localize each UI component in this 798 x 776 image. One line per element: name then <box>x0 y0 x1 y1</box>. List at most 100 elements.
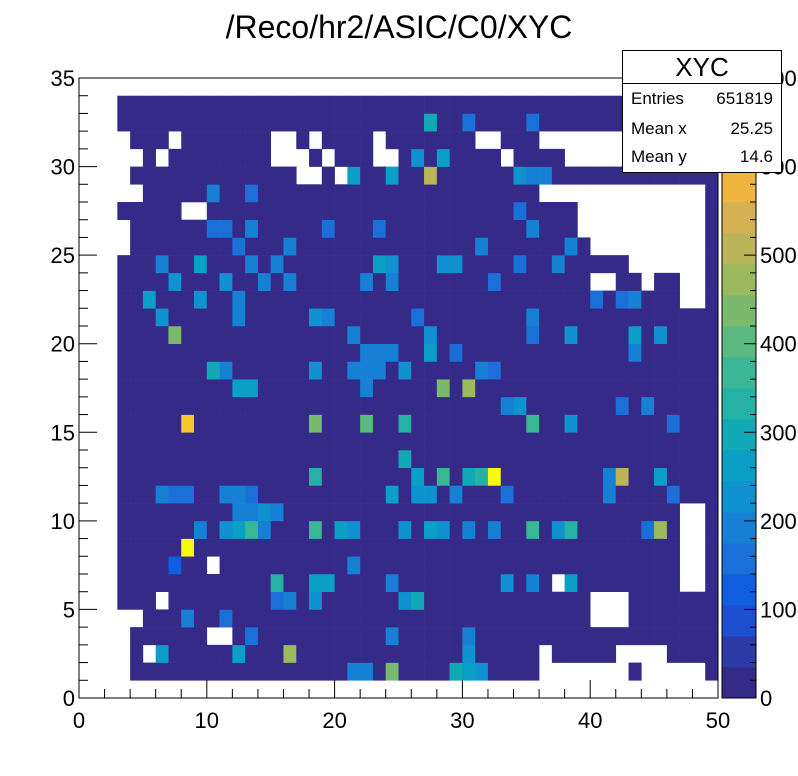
heatmap-cell <box>666 290 680 309</box>
heatmap-cell <box>117 326 131 345</box>
heatmap-cell <box>181 184 195 203</box>
heatmap-cell <box>257 148 271 167</box>
heatmap-cell <box>666 574 680 593</box>
heatmap-cell <box>398 290 412 309</box>
heatmap-cell <box>155 308 169 327</box>
heatmap-cell <box>513 467 527 486</box>
heatmap-cell <box>219 343 233 362</box>
heatmap-cell <box>500 308 514 327</box>
heatmap-cell <box>411 503 425 522</box>
heatmap-cell <box>321 467 335 486</box>
heatmap-cell <box>309 414 323 433</box>
heatmap-cell <box>424 414 438 433</box>
heatmap-cell <box>206 467 220 486</box>
heatmap-cell <box>551 485 565 504</box>
heatmap-cell <box>283 432 297 451</box>
heatmap-cell <box>206 166 220 185</box>
heatmap-cell <box>181 432 195 451</box>
heatmap-cell <box>155 343 169 362</box>
heatmap-cell <box>411 343 425 362</box>
heatmap-cell <box>679 379 693 398</box>
heatmap-cell <box>130 379 144 398</box>
heatmap-cell <box>219 538 233 557</box>
heatmap-cell <box>577 255 591 274</box>
heatmap-cell <box>117 450 131 469</box>
heatmap-cell <box>168 574 182 593</box>
heatmap-cell <box>436 627 450 646</box>
heatmap-cell <box>168 290 182 309</box>
heatmap-cell <box>117 113 131 132</box>
heatmap-cell <box>679 308 693 327</box>
heatmap-cell <box>564 414 578 433</box>
heatmap-cell <box>551 414 565 433</box>
x-tick-label: 10 <box>195 708 219 733</box>
heatmap-cell <box>232 467 246 486</box>
heatmap-cell <box>181 95 195 114</box>
heatmap-cell <box>513 308 527 327</box>
heatmap-cell <box>130 113 144 132</box>
heatmap-cell <box>436 556 450 575</box>
heatmap-cell <box>411 414 425 433</box>
heatmap-cell <box>257 414 271 433</box>
heatmap-cell <box>564 379 578 398</box>
heatmap-cell <box>641 414 655 433</box>
heatmap-cell <box>475 627 489 646</box>
heatmap-cell <box>666 326 680 345</box>
heatmap-cell <box>219 503 233 522</box>
heatmap-cell <box>462 503 476 522</box>
heatmap-cell <box>385 520 399 539</box>
heatmap-cell <box>692 609 706 628</box>
heatmap-cell <box>411 644 425 663</box>
heatmap-cell <box>142 148 156 167</box>
heatmap-cell <box>551 467 565 486</box>
heatmap-cell <box>168 272 182 291</box>
heatmap-cell <box>360 485 374 504</box>
heatmap-cell <box>539 627 553 646</box>
heatmap-cell <box>155 520 169 539</box>
heatmap-cell <box>462 556 476 575</box>
heatmap-cell <box>206 148 220 167</box>
heatmap-cell <box>117 290 131 309</box>
heatmap-cell <box>257 467 271 486</box>
heatmap-cell <box>181 308 195 327</box>
heatmap-cell <box>500 485 514 504</box>
x-tick-label: 20 <box>322 708 346 733</box>
heatmap-cell <box>615 538 629 557</box>
heatmap-cell <box>577 166 591 185</box>
heatmap-cell <box>551 148 565 167</box>
heatmap-cell <box>513 95 527 114</box>
heatmap-cell <box>513 450 527 469</box>
heatmap-cell <box>679 467 693 486</box>
heatmap-cell <box>245 166 259 185</box>
heatmap-cell <box>705 219 719 238</box>
heatmap-cell <box>487 219 502 238</box>
heatmap-cell <box>142 379 156 398</box>
heatmap-cell <box>705 432 719 451</box>
heatmap-cell <box>309 343 323 362</box>
heatmap-cell <box>398 609 412 628</box>
heatmap-cell <box>117 467 131 486</box>
heatmap-cell <box>372 662 387 681</box>
heatmap-cell <box>654 290 668 309</box>
heatmap-cell <box>654 627 668 646</box>
heatmap-cell <box>539 450 553 469</box>
heatmap-cell <box>628 467 642 486</box>
stats-entries-value: 651819 <box>716 89 773 108</box>
heatmap-cell <box>219 131 233 150</box>
heatmap-cell <box>334 538 348 557</box>
heatmap-cell <box>194 609 208 628</box>
heatmap-cell <box>155 556 169 575</box>
heatmap-cell <box>347 556 361 575</box>
heatmap-cell <box>130 272 144 291</box>
heatmap-cell <box>462 662 476 681</box>
heatmap-cell <box>654 272 668 291</box>
heatmap-cell <box>309 662 323 681</box>
heatmap-cell <box>424 574 438 593</box>
heatmap-cell <box>526 538 540 557</box>
heatmap-cell <box>705 520 719 539</box>
heatmap-cell <box>475 450 489 469</box>
stats-mean-y-label: Mean y <box>631 147 687 166</box>
heatmap-cell <box>232 202 246 221</box>
heatmap-cell <box>270 520 284 539</box>
heatmap-cell <box>564 450 578 469</box>
